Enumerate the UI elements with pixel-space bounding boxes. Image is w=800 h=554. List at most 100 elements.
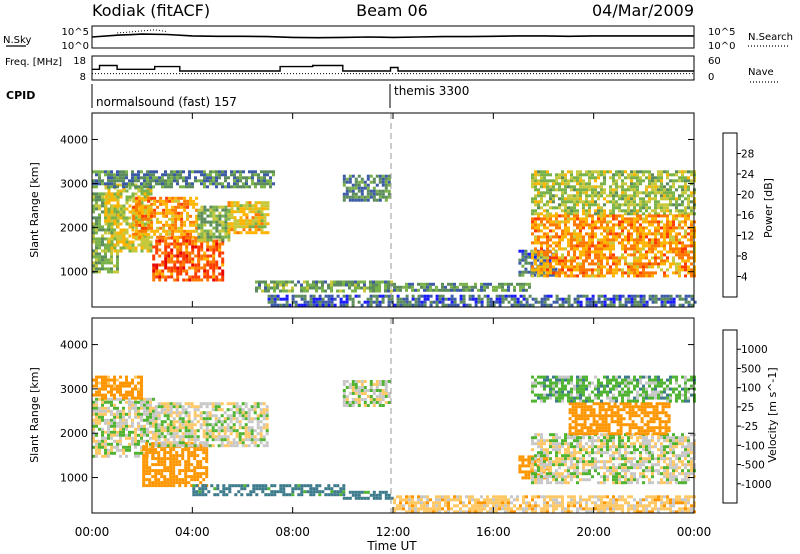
power-cell	[618, 256, 621, 260]
velocity-cell	[157, 484, 161, 488]
power-cell	[606, 200, 609, 204]
noise-series-2	[117, 29, 168, 34]
power-cell	[570, 173, 573, 177]
power-cell	[147, 232, 151, 236]
power-cell	[651, 223, 654, 227]
power-cell	[195, 217, 199, 221]
velocity-cell	[327, 493, 331, 497]
power-cell	[236, 176, 239, 180]
power-cell	[582, 265, 585, 269]
power-cell	[141, 214, 145, 218]
velocity-cell	[195, 490, 199, 494]
power-cell	[95, 185, 98, 189]
power-cell	[546, 262, 549, 266]
power-cell	[660, 300, 664, 304]
power-cell	[594, 203, 597, 207]
velocity-cell	[143, 409, 146, 413]
power-cell	[149, 176, 152, 180]
power-cell	[603, 209, 606, 213]
power-cell	[549, 206, 552, 210]
power-cell	[666, 297, 670, 301]
power-cell	[573, 265, 576, 269]
power-cell	[176, 257, 180, 261]
power-cell	[135, 208, 139, 212]
power-cell	[161, 239, 165, 243]
power-cell	[531, 217, 534, 221]
power-cell	[651, 188, 654, 192]
power-cell	[600, 212, 603, 216]
power-cell	[176, 182, 179, 186]
velocity-cell	[107, 427, 110, 431]
velocity-cell	[232, 441, 236, 445]
power-cell	[633, 200, 636, 204]
power-cell	[174, 211, 178, 215]
power-cell	[612, 303, 616, 307]
power-cell	[465, 288, 468, 292]
velocity-cell	[178, 420, 182, 424]
power-cell	[110, 219, 114, 223]
power-cell	[173, 266, 177, 270]
velocity-cell	[342, 487, 346, 491]
velocity-cell	[330, 490, 334, 494]
velocity-cell	[396, 495, 399, 499]
velocity-cell	[122, 433, 125, 437]
velocity-cell	[166, 466, 170, 470]
velocity-cell	[146, 421, 149, 425]
power-cell	[606, 232, 609, 236]
power-cell	[206, 263, 210, 267]
power-cell	[107, 207, 111, 211]
power-cell	[411, 303, 415, 307]
power-cell	[660, 176, 663, 180]
velocity-cell	[193, 444, 197, 448]
velocity-cell	[198, 490, 202, 494]
velocity-region-3	[142, 442, 209, 488]
power-cell	[132, 199, 136, 203]
power-cell	[672, 220, 675, 224]
power-cell	[540, 247, 543, 251]
power-cell	[462, 297, 466, 301]
power-cell	[582, 185, 585, 189]
power-cell	[591, 214, 594, 218]
power-cell	[537, 253, 540, 257]
power-cell	[306, 280, 309, 284]
power-cell	[176, 269, 180, 273]
power-cell	[245, 179, 248, 183]
power-cell	[182, 260, 186, 264]
power-cell	[137, 176, 140, 180]
power-cell	[378, 294, 382, 298]
power-cell	[618, 214, 621, 218]
power-cell	[600, 226, 603, 230]
power-cell	[543, 253, 546, 257]
power-cell	[197, 208, 201, 212]
velocity-cell	[134, 442, 137, 446]
power-cell	[564, 274, 567, 278]
power-cell	[209, 263, 213, 267]
power-cell	[242, 213, 246, 217]
velocity-cell	[101, 436, 104, 440]
power-cell	[357, 189, 361, 193]
power-cell	[260, 185, 263, 189]
power-cell	[663, 203, 666, 207]
power-cell	[681, 220, 684, 224]
power-cell	[113, 231, 117, 235]
power-cell	[122, 231, 126, 235]
power-cell	[690, 229, 693, 233]
power-cell	[588, 238, 591, 242]
velocity-cell	[116, 390, 119, 394]
power-cell	[131, 179, 134, 183]
power-cell	[165, 196, 169, 200]
power-cell	[212, 251, 216, 255]
power-cell	[200, 223, 204, 227]
power-cell	[591, 244, 594, 248]
power-cell	[300, 303, 304, 307]
power-cell	[618, 303, 622, 307]
velocity-cell	[166, 405, 170, 409]
power-cell	[546, 265, 549, 269]
power-cell	[378, 300, 382, 304]
power-cell	[609, 229, 612, 233]
power-cell	[161, 176, 164, 180]
power-cell	[540, 253, 543, 257]
power-cell	[206, 185, 209, 189]
power-cell	[384, 183, 388, 187]
power-cell	[642, 212, 645, 216]
